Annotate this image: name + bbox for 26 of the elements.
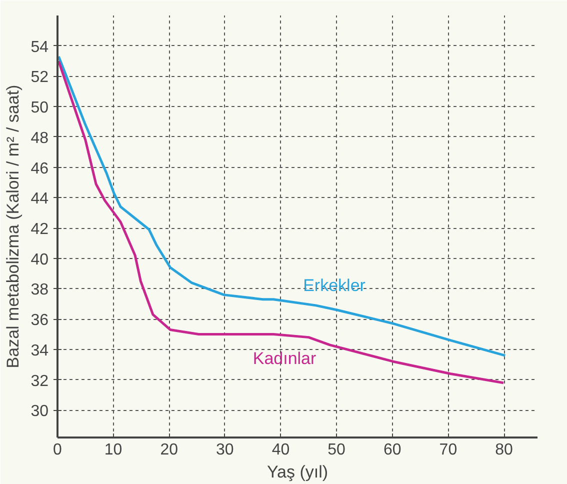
x-tick-label: 30 [216, 442, 234, 458]
y-tick-label: 46 [30, 160, 49, 178]
y-tick-label: 36 [30, 312, 49, 330]
x-tick-label: 50 [328, 442, 346, 458]
x-tick-label: 20 [160, 442, 178, 458]
y-tick-label: 48 [30, 130, 49, 147]
x-tick-label: 80 [495, 442, 514, 458]
y-tick-label: 52 [30, 69, 49, 86]
y-tick-label: 38 [30, 282, 49, 299]
series-label: Kadınlar [252, 349, 317, 368]
x-axis-title: Yaş (yıl) [266, 462, 328, 482]
y-tick-label: 32 [30, 372, 49, 390]
series-label: Erkekler [303, 276, 366, 296]
y-tick-label: 50 [30, 100, 49, 117]
x-tick-label: 40 [272, 442, 290, 458]
y-axis-title: Bazal metabolizma (Kalori / m² / saat) [4, 84, 23, 368]
y-tick-label: 34 [30, 342, 49, 360]
y-tick-label: 42 [30, 221, 49, 238]
y-tick-label: 54 [30, 38, 49, 56]
x-tick-label: 0 [53, 442, 62, 458]
y-tick-label: 40 [30, 251, 49, 268]
x-tick-label: 70 [439, 442, 458, 458]
x-tick-label: 10 [104, 442, 122, 458]
y-tick-label: 30 [30, 403, 49, 420]
x-tick-label: 60 [383, 442, 402, 458]
y-tick-label: 44 [30, 190, 49, 208]
